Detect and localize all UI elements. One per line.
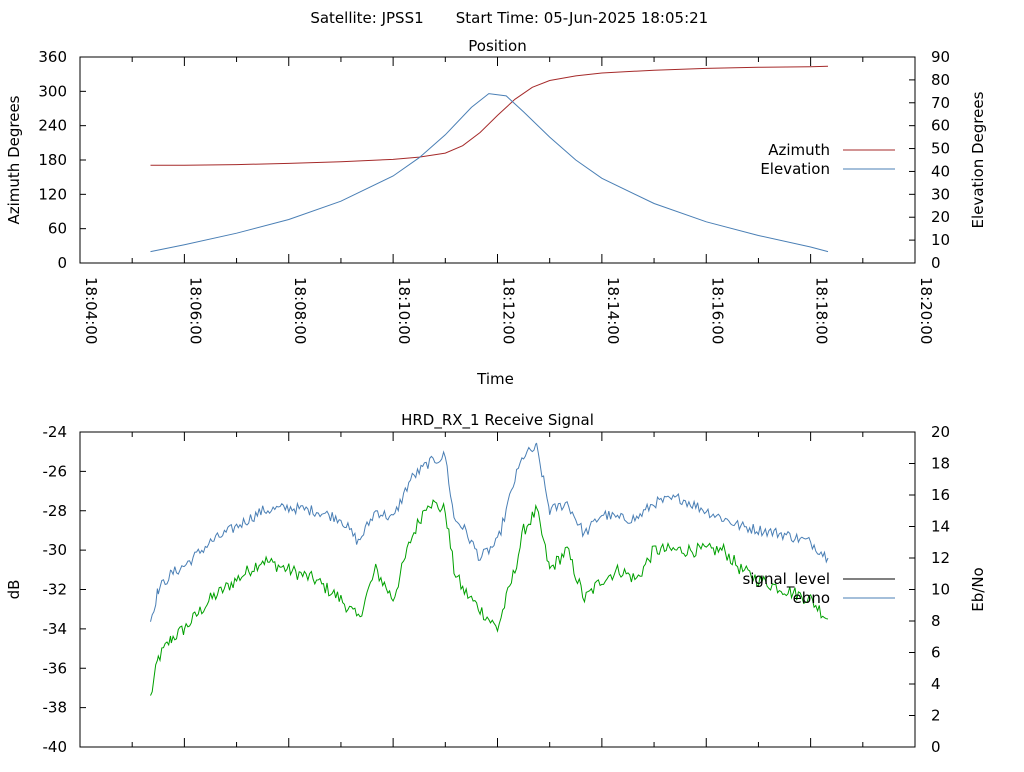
y-tick-label: -36 [43,659,68,677]
y2-tick-label: 40 [931,162,950,180]
y2-tick-label: 16 [931,486,950,504]
y2-tick-label: 0 [931,738,941,756]
chart-title: Position [468,37,526,55]
y2-tick-label: 90 [931,48,950,66]
y2-tick-label: 20 [931,423,950,441]
y-axis-label: Azimuth Degrees [5,95,23,224]
chart-0: Position 0 60 120 180 240 300 360 0 10 20 30 40 50 60 7… [5,37,987,388]
y2-tick-label: 2 [931,707,941,725]
x-tick-label: 18:14:00 [604,277,622,344]
y-tick-label: 120 [38,185,67,203]
y-tick-label: 180 [38,151,67,169]
y2-axis-label: Elevation Degrees [969,91,987,228]
y-tick-label: -26 [43,462,68,480]
chart-1: HRD_RX_1 Receive Signal -40 -38 -36 -34 -32 -3… [5,411,987,756]
x-tick-label: 18:12:00 [500,277,518,344]
y2-tick-label: 80 [931,71,950,89]
y-tick-label: -24 [43,423,68,441]
chart-title: HRD_RX_1 Receive Signal [401,411,594,430]
y2-tick-label: 14 [931,518,950,536]
start-time-label: Start Time: 05-Jun-2025 18:05:21 [456,9,708,27]
x-tick-label: 18:06:00 [186,277,204,344]
legend-label-azimuth: Azimuth [768,141,830,159]
y-tick-label: 360 [38,48,67,66]
series-line-azimuth [150,65,829,166]
series-line-elevation [150,93,829,253]
x-tick-label: 18:04:00 [82,277,100,344]
series-line-ebno [150,442,829,622]
x-axis-label: Time [476,370,514,388]
y-axis-label: dB [5,580,23,600]
series-line-signal-level [150,499,829,696]
y-tick-label: -30 [43,541,68,559]
y-tick-label: -32 [43,581,68,599]
y2-tick-label: 50 [931,140,950,158]
x-tick-label: 18:08:00 [291,277,309,344]
y2-tick-label: 0 [931,254,941,272]
charts-group: Position06012018024030036001020304050607… [5,37,987,756]
y-tick-label: 60 [48,220,67,238]
y2-tick-label: 20 [931,208,950,226]
y2-tick-label: 18 [931,455,950,473]
y2-tick-label: 8 [931,612,941,630]
y-tick-label: 300 [38,82,67,100]
y2-tick-label: 10 [931,581,950,599]
y2-tick-label: 10 [931,231,950,249]
y-tick-label: -34 [43,620,68,638]
legend-label-elevation: Elevation [760,160,830,178]
satellite-label: Satellite: JPSS1 [310,9,423,27]
x-tick-label: 18:16:00 [708,277,726,344]
y-tick-label: -38 [43,699,68,717]
y-tick-label: -40 [43,738,68,756]
y2-tick-label: 6 [931,644,941,662]
y-tick-label: 0 [57,254,67,272]
legend-label-signal-level: signal_level [742,570,830,589]
y-tick-label: -28 [43,502,68,520]
x-tick-label: 18:18:00 [813,277,831,344]
legend-label-ebno: ebno [793,589,830,607]
y2-tick-label: 60 [931,117,950,135]
x-tick-label: 18:10:00 [395,277,413,344]
y2-tick-label: 4 [931,675,941,693]
y2-tick-label: 30 [931,185,950,203]
y-tick-label: 240 [38,117,67,135]
y2-tick-label: 70 [931,94,950,112]
y2-axis-label: Eb/No [969,567,987,611]
x-tick-label: 18:20:00 [917,277,935,344]
y2-tick-label: 12 [931,549,950,567]
